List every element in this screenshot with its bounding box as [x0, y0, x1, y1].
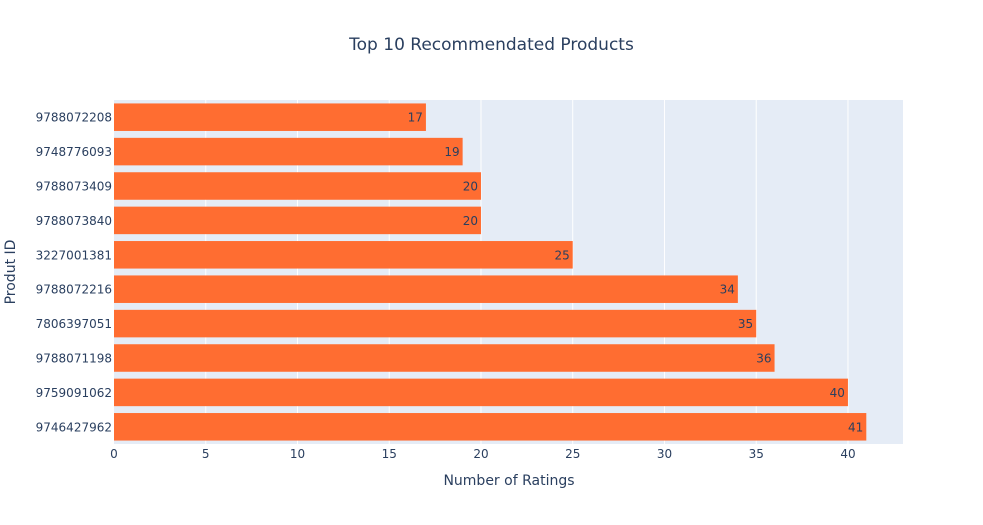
x-axis-title: Number of Ratings — [443, 473, 574, 489]
y-tick-labels: 9788072208 9748776093 9788073409 9788073840… — [36, 111, 112, 435]
bar — [114, 344, 775, 372]
x-tick-label: 25 — [565, 447, 580, 461]
y-tick-label: 9788071198 — [36, 352, 112, 366]
bar — [114, 137, 463, 166]
bar — [114, 378, 848, 407]
x-tick-label: 0 — [110, 447, 118, 461]
bar-value-label: 19 — [444, 145, 459, 159]
x-tick-label: 30 — [657, 447, 672, 461]
x-tick-labels: 0 5 10 15 20 25 30 35 40 — [110, 447, 855, 461]
bar-value-label: 25 — [554, 248, 569, 262]
y-tick-label: 9788073409 — [36, 180, 112, 194]
y-axis-title: Produt ID — [3, 240, 19, 305]
y-tick-label: 9759091062 — [36, 386, 112, 400]
bar-value-label: 17 — [408, 111, 423, 125]
x-tick-label: 10 — [290, 447, 305, 461]
bar — [114, 309, 757, 338]
bars — [114, 103, 867, 441]
y-tick-label: 9746427962 — [36, 420, 112, 434]
x-tick-label: 40 — [840, 447, 855, 461]
x-tick-label: 20 — [473, 447, 488, 461]
bar-value-label: 34 — [720, 283, 735, 297]
bar-value-label: 35 — [738, 317, 753, 331]
bar — [114, 413, 867, 441]
x-tick-label: 15 — [382, 447, 397, 461]
bar-value-label: 40 — [830, 386, 845, 400]
bar — [114, 206, 481, 235]
bar — [114, 275, 738, 303]
chart-title: Top 10 Recommendated Products — [348, 35, 634, 55]
bar-value-label: 41 — [848, 420, 863, 434]
y-tick-label: 9788072208 — [36, 111, 112, 125]
bar-labels: 17 19 20 20 25 34 35 36 40 41 — [408, 111, 864, 435]
bar — [114, 103, 426, 131]
y-tick-label: 3227001381 — [36, 248, 112, 262]
bar — [114, 172, 481, 200]
x-tick-label: 5 — [202, 447, 210, 461]
bar-value-label: 36 — [756, 352, 771, 366]
bar — [114, 241, 573, 269]
bar-value-label: 20 — [463, 180, 478, 194]
bar-value-label: 20 — [463, 214, 478, 228]
y-tick-label: 7806397051 — [36, 317, 112, 331]
y-tick-label: 9788073840 — [36, 214, 112, 228]
y-tick-label: 9748776093 — [36, 145, 112, 159]
x-tick-label: 35 — [749, 447, 764, 461]
y-tick-label: 9788072216 — [36, 283, 112, 297]
